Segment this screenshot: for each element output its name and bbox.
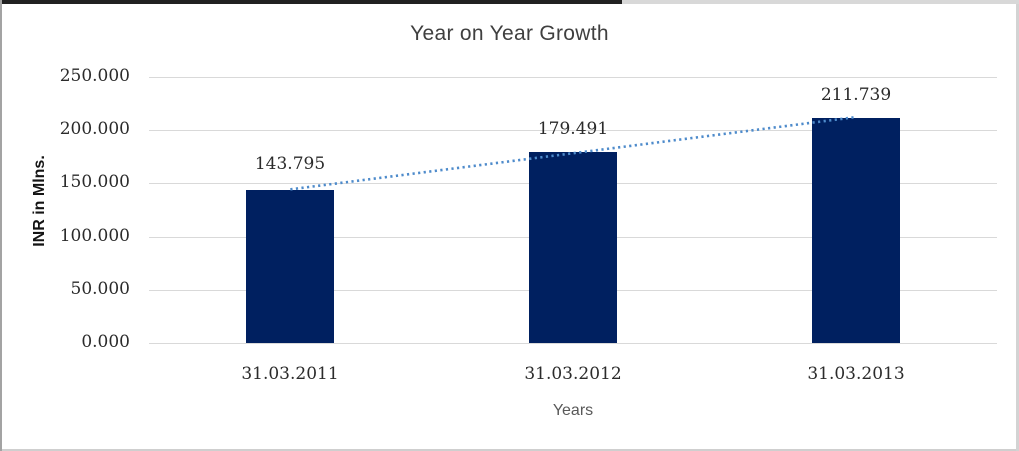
gridline xyxy=(149,343,997,344)
y-tick-label: 0.000 xyxy=(81,332,130,352)
bar-value-label: 179.491 xyxy=(537,119,609,139)
bar-31.03.2012 xyxy=(529,152,617,343)
x-tick-label: 31.03.2012 xyxy=(524,364,622,384)
bar-31.03.2013 xyxy=(812,118,900,343)
gridline xyxy=(149,130,997,131)
gridline xyxy=(149,77,997,78)
x-tick-label: 31.03.2011 xyxy=(241,364,339,384)
y-tick-label: 100.000 xyxy=(59,225,130,246)
y-tick-label: 50.000 xyxy=(70,278,130,299)
bar-value-label: 143.795 xyxy=(254,154,326,174)
x-tick-label: 31.03.2013 xyxy=(807,364,905,384)
plot-area: 143.795 179.491 211.739 xyxy=(149,77,997,344)
y-tick-label: 150.000 xyxy=(59,172,130,193)
bottom-border xyxy=(2,449,1016,451)
x-axis-title: Years xyxy=(552,402,594,419)
trendline xyxy=(290,115,856,191)
chart-title: Year on Year Growth xyxy=(410,22,609,45)
top-border-dark-segment xyxy=(0,0,622,4)
left-border xyxy=(0,0,2,451)
bar-31.03.2011 xyxy=(246,190,334,343)
y-tick-label: 250.000 xyxy=(59,66,130,86)
bar-value-label: 211.739 xyxy=(820,85,892,105)
right-border xyxy=(1016,4,1019,451)
y-tick-label: 200.000 xyxy=(59,119,130,140)
top-border-light-segment xyxy=(622,0,1019,4)
